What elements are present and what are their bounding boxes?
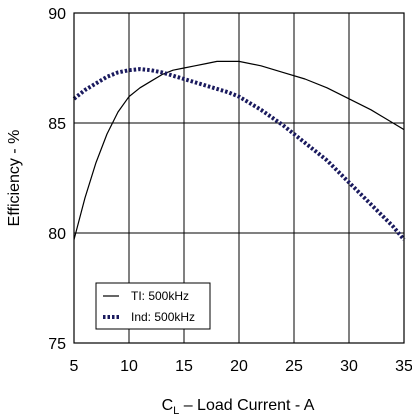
x-tick-labels: 5 10 15 20 25 30 35 — [70, 358, 412, 375]
x-tick-label: 30 — [340, 358, 358, 375]
series-line-ti — [73, 60, 405, 240]
x-axis-label-subscript: L — [173, 405, 179, 417]
y-tick-label: 80 — [48, 226, 66, 243]
x-axis-label: CL – Load Current - A — [162, 397, 315, 417]
x-tick-label: 25 — [285, 358, 303, 375]
y-tick-labels: 75 80 85 90 — [48, 6, 66, 353]
x-tick-label: 10 — [120, 358, 138, 375]
x-tick-label: 20 — [230, 358, 248, 375]
series-layer — [72, 60, 406, 241]
plot-frame — [73, 12, 405, 344]
legend: TI: 500kHz Ind: 500kHz — [95, 282, 211, 330]
x-axis-label-rest: – Load Current - A — [179, 397, 315, 414]
y-tick-label: 85 — [48, 116, 66, 133]
legend-box — [95, 282, 211, 330]
x-tick-label: 35 — [395, 358, 412, 375]
legend-label-ind: Ind: 500kHz — [131, 310, 195, 324]
legend-label-ti: TI: 500kHz — [131, 289, 189, 303]
series-line-ind — [72, 67, 406, 241]
y-tick-label: 75 — [48, 336, 66, 353]
x-tick-label: 15 — [175, 358, 193, 375]
x-tick-label: 5 — [70, 358, 79, 375]
x-axis-label-main: C — [162, 397, 174, 414]
y-tick-label: 90 — [48, 6, 66, 23]
y-axis-label: Efficiency - % — [6, 130, 23, 227]
